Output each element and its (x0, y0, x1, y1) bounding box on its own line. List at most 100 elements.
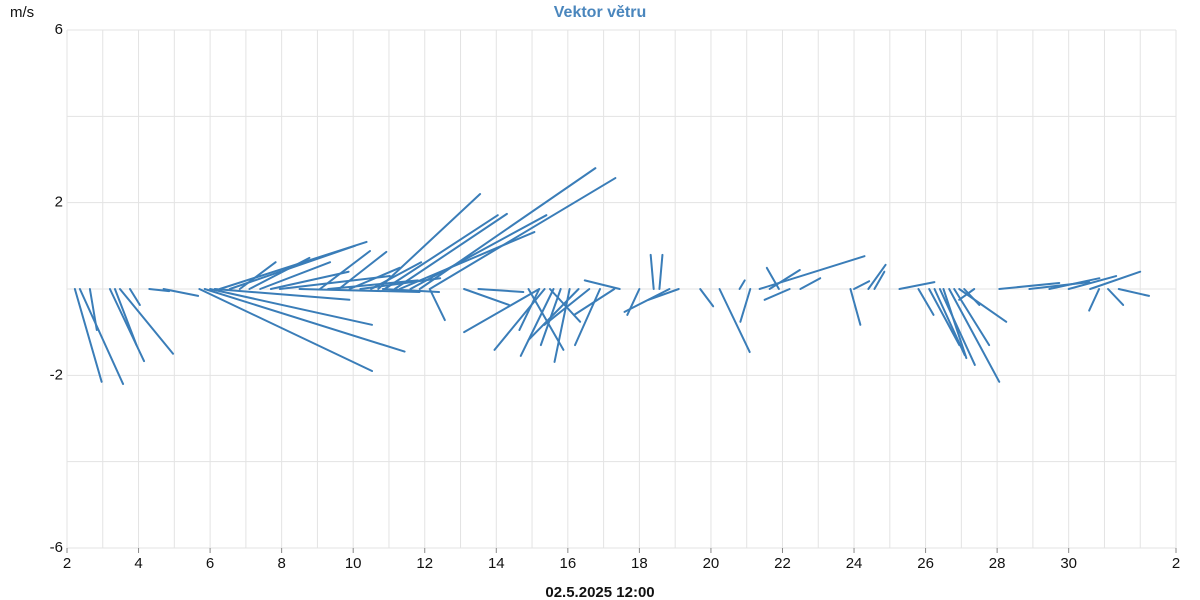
x-tick-label: 14 (488, 555, 505, 572)
wind-vector (113, 288, 138, 347)
wind-vector (278, 275, 391, 290)
wind-vector (203, 288, 406, 353)
wind-vector (527, 288, 565, 351)
x-tick-label: 16 (559, 555, 576, 572)
wind-vector (198, 288, 374, 373)
wind-vector (1067, 275, 1118, 290)
x-tick-label: 24 (846, 555, 863, 572)
wind-vector (849, 288, 862, 326)
x-tick-label: 8 (277, 555, 285, 572)
wind-vector (942, 288, 968, 360)
y-tick-label: -6 (50, 539, 63, 556)
x-tick-label: 6 (206, 555, 214, 572)
wind-vector (873, 270, 886, 290)
wind-vector (958, 288, 976, 301)
wind-vector (259, 261, 332, 290)
wind-vector (381, 288, 441, 294)
wind-vector (583, 279, 621, 290)
wind-vector (948, 288, 1001, 383)
wind-vector (209, 288, 373, 326)
wind-vector (269, 270, 350, 290)
wind-vector (148, 288, 171, 293)
wind-vector (573, 288, 616, 316)
wind-vector (626, 288, 641, 316)
wind-vector (739, 288, 752, 323)
wind-vector (768, 269, 801, 290)
y-tick-label: 2 (55, 194, 63, 211)
x-tick-label: 26 (917, 555, 934, 572)
wind-vector (248, 256, 311, 290)
wind-vector (370, 261, 423, 290)
x-tick-label: 10 (345, 555, 362, 572)
wind-vector (658, 253, 664, 290)
chart-title: Vektor větru (554, 4, 646, 21)
wind-vector (738, 279, 746, 290)
x-tick-label: 18 (631, 555, 648, 572)
wind-vector (348, 266, 401, 290)
wind-vector (88, 288, 98, 332)
wind-vector (318, 250, 371, 290)
wind-vector (463, 288, 541, 334)
x-tick-label: 12 (416, 555, 433, 572)
wind-vector (1117, 288, 1150, 297)
wind-vector (493, 288, 546, 351)
wind-vector (519, 288, 555, 357)
wind-vector (377, 193, 482, 290)
y-tick-label: 6 (55, 21, 63, 38)
wind-vector (963, 288, 981, 306)
wind-vector (543, 288, 591, 326)
wind-vector (463, 288, 510, 306)
x-tick-label: 2 (1172, 555, 1180, 572)
wind-vector (1089, 270, 1142, 290)
wind-vector (573, 288, 602, 347)
x-tick-label: 28 (989, 555, 1006, 572)
x-tick-label: 4 (134, 555, 142, 572)
wind-vector (477, 288, 525, 294)
wind-vector (428, 177, 617, 290)
wind-vector (108, 288, 146, 363)
wind-vector (409, 214, 548, 290)
wind-vector (393, 212, 508, 290)
wind-vector (1107, 288, 1125, 306)
wind-vector (699, 288, 715, 308)
x-tick-label: 30 (1060, 555, 1077, 572)
x-axis-label: 02.5.2025 12:00 (545, 584, 654, 600)
wind-vector (327, 279, 419, 290)
wind-vector (73, 288, 103, 383)
wind-vector (867, 263, 887, 290)
wind-vector (78, 288, 125, 385)
wind-vector (933, 288, 966, 357)
wind-vector (765, 266, 780, 290)
x-tick-label: 22 (774, 555, 791, 572)
wind-vector (213, 288, 351, 301)
wind-vector (418, 167, 597, 290)
wind-vector (853, 280, 871, 290)
wind-vector (718, 288, 751, 354)
y-tick-label: -2 (50, 366, 63, 383)
wind-vector (1048, 277, 1101, 290)
wind-vector (799, 277, 822, 290)
x-tick-label: 20 (703, 555, 720, 572)
wind-vector (647, 288, 680, 301)
wind-vector (1088, 288, 1101, 312)
wind-vector (162, 288, 200, 297)
wind-vector (928, 288, 961, 347)
wind-vector (763, 288, 791, 301)
wind-vector (383, 214, 499, 290)
wind-vector (938, 288, 976, 366)
wind-vector (527, 288, 580, 341)
wind-vector (898, 281, 936, 290)
wind-vector (128, 288, 141, 306)
y-axis-label: m/s (10, 4, 34, 21)
wind-vector (518, 288, 541, 332)
wind-vector (649, 253, 655, 290)
wind-vector (118, 288, 175, 355)
wind-vector (428, 288, 446, 322)
wind-vector (917, 288, 935, 316)
wind-vector (548, 288, 582, 323)
wind-vector (398, 231, 536, 290)
x-tick-label: 2 (63, 555, 71, 572)
wind-vector (337, 250, 388, 290)
